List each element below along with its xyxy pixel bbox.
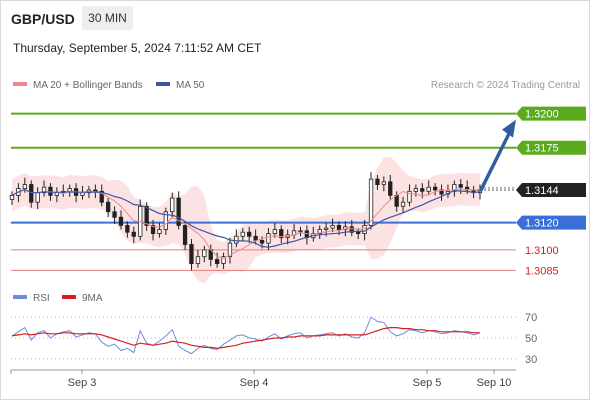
candle bbox=[227, 242, 233, 258]
candle bbox=[35, 192, 40, 203]
candle bbox=[195, 256, 201, 264]
level-label: 1.3120 bbox=[525, 218, 559, 230]
candle bbox=[240, 231, 245, 237]
rsi-tick-label: 30 bbox=[525, 354, 537, 366]
candle bbox=[413, 188, 419, 192]
legend-rsi: RSI bbox=[13, 293, 50, 304]
legend-ma20: MA 20 + Bollinger Bands bbox=[13, 80, 143, 91]
datetime-label: Thursday, September 5, 2024 7:11:52 AM C… bbox=[13, 41, 262, 55]
candle bbox=[182, 224, 188, 245]
legend-ma50: MA 50 bbox=[156, 80, 204, 91]
level-label: 1.3085 bbox=[525, 265, 559, 277]
level-tag bbox=[516, 106, 586, 121]
candle bbox=[112, 211, 117, 218]
legend-rsi-label: RSI bbox=[33, 293, 50, 304]
ma20-swatch bbox=[13, 82, 27, 87]
candle bbox=[131, 231, 136, 237]
candle bbox=[253, 235, 258, 241]
candle bbox=[157, 229, 162, 234]
ma50-swatch bbox=[156, 82, 170, 87]
candle bbox=[150, 224, 156, 234]
candle bbox=[176, 197, 181, 226]
level-label: 1.3175 bbox=[525, 143, 559, 155]
rsi-tick-label: 70 bbox=[525, 312, 537, 324]
level-tag bbox=[516, 182, 586, 197]
candle bbox=[221, 256, 226, 264]
candle bbox=[99, 190, 104, 203]
candle bbox=[41, 186, 47, 194]
timeframe-button[interactable]: 30 MIN bbox=[82, 6, 133, 30]
candle bbox=[214, 259, 220, 264]
candle bbox=[349, 226, 354, 233]
candle bbox=[323, 227, 329, 230]
candle bbox=[118, 216, 124, 226]
bollinger-band bbox=[12, 156, 480, 284]
legend-ma20-label: MA 20 + Bollinger Bands bbox=[33, 80, 143, 91]
candle bbox=[426, 186, 431, 192]
candle bbox=[272, 229, 278, 234]
level-tag bbox=[516, 215, 586, 230]
candle bbox=[234, 235, 239, 244]
candle bbox=[355, 231, 361, 234]
candle bbox=[9, 194, 15, 200]
legend-ma50-label: MA 50 bbox=[176, 80, 205, 91]
candle bbox=[298, 230, 303, 233]
candle bbox=[420, 188, 425, 192]
x-tick-label: Sep 4 bbox=[240, 377, 269, 389]
rsi-tick-label: 50 bbox=[525, 333, 537, 345]
candle bbox=[279, 229, 284, 239]
legend-9ma: 9MA bbox=[62, 293, 103, 304]
candle bbox=[163, 211, 169, 230]
candle bbox=[246, 231, 252, 237]
candle bbox=[330, 224, 335, 229]
level-label: 1.3100 bbox=[525, 245, 559, 257]
candle bbox=[458, 184, 463, 188]
level-tag bbox=[516, 140, 586, 155]
candle bbox=[388, 181, 393, 196]
candle bbox=[400, 201, 406, 207]
candle bbox=[259, 239, 265, 244]
candle bbox=[202, 249, 207, 258]
candle bbox=[375, 178, 380, 186]
candle bbox=[432, 186, 438, 191]
rsi-ma-swatch bbox=[62, 295, 76, 300]
candle bbox=[48, 186, 53, 196]
rsi-swatch bbox=[13, 295, 27, 300]
forecast-arrow bbox=[479, 131, 511, 192]
level-label: 1.3144 bbox=[525, 185, 559, 197]
candle bbox=[452, 184, 457, 192]
candle bbox=[170, 197, 175, 213]
level-label: 1.3200 bbox=[525, 109, 559, 121]
candle bbox=[125, 224, 130, 233]
legend-9ma-label: 9MA bbox=[82, 293, 103, 304]
pair-title: GBP/USD bbox=[11, 11, 75, 27]
candle bbox=[317, 229, 322, 234]
credit-label: Research © 2024 Trading Central bbox=[430, 80, 580, 91]
candle bbox=[381, 181, 387, 185]
forecast-arrow-head bbox=[502, 119, 516, 138]
candle bbox=[22, 184, 28, 189]
candle bbox=[394, 194, 399, 207]
candle bbox=[368, 178, 374, 226]
candle bbox=[189, 244, 194, 265]
candle bbox=[336, 224, 342, 230]
rsi-ma-line bbox=[11, 327, 480, 350]
candle bbox=[407, 190, 412, 203]
candle bbox=[29, 184, 34, 203]
rsi-line bbox=[11, 316, 481, 355]
candle bbox=[266, 233, 271, 244]
x-tick-label: Sep 3 bbox=[68, 377, 97, 389]
candle bbox=[144, 205, 149, 226]
candle bbox=[106, 201, 111, 213]
candle bbox=[343, 226, 348, 230]
x-tick-label: Sep 10 bbox=[477, 377, 512, 389]
ma50-line bbox=[11, 188, 481, 248]
x-tick-label: Sep 5 bbox=[413, 377, 442, 389]
